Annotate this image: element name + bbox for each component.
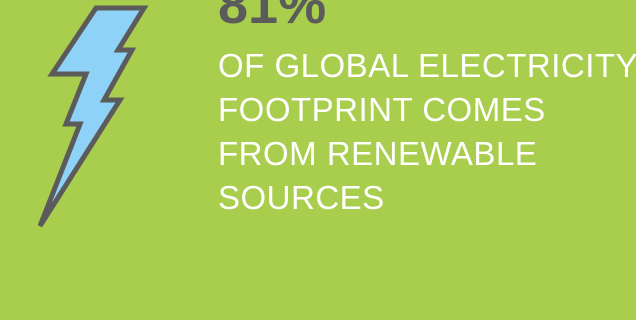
stat-line: FOOTPRINT COMES (218, 91, 546, 128)
stat-line: FROM RENEWABLE (218, 135, 538, 172)
stat-figure: 81% (218, 0, 327, 35)
stat-description: OF GLOBAL ELECTRICITY FOOTPRINT COMES FR… (218, 44, 636, 220)
lightning-bolt-icon (37, 5, 149, 228)
stat-line: SOURCES (218, 179, 385, 216)
stat-line: OF GLOBAL ELECTRICITY (218, 47, 636, 84)
